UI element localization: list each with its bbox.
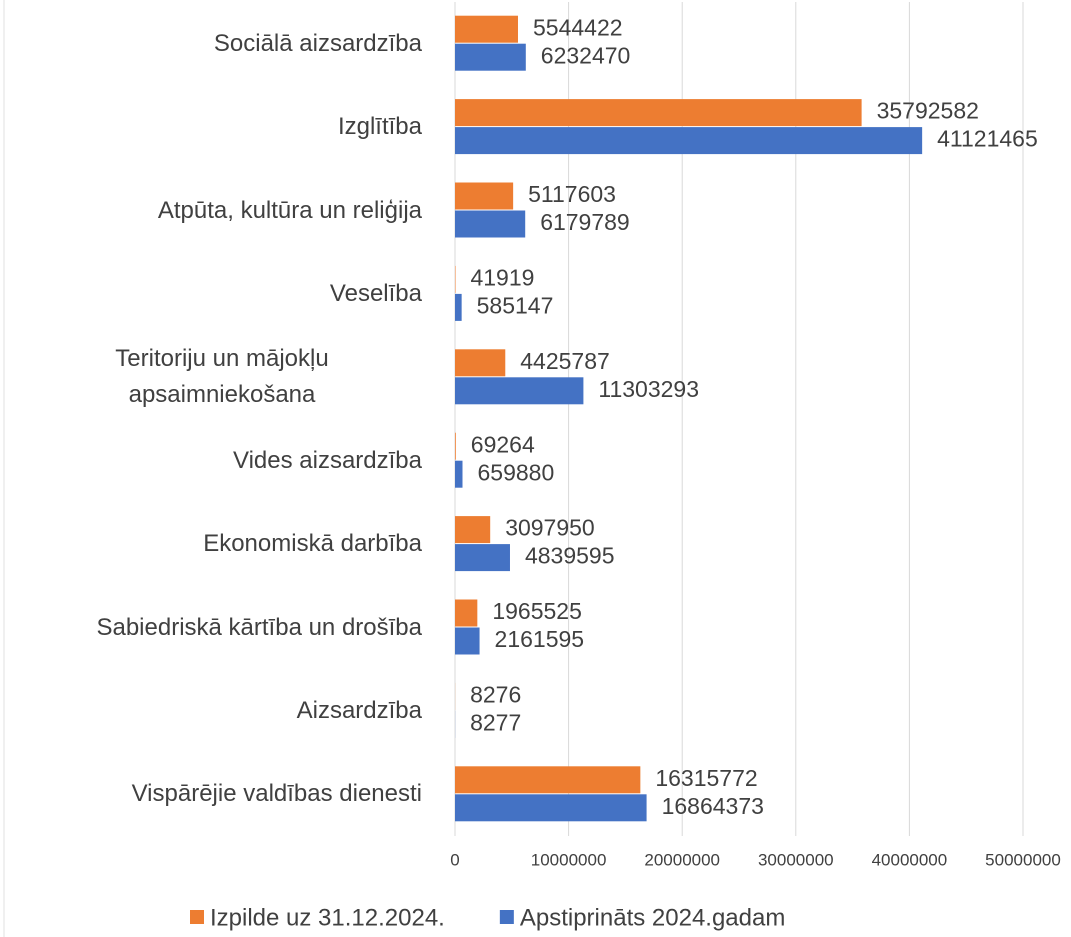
bar <box>455 99 862 127</box>
bar <box>455 210 526 238</box>
data-label: 6179789 <box>540 209 630 235</box>
bar <box>455 127 923 155</box>
legend-swatch <box>190 910 204 924</box>
data-label: 2161595 <box>495 626 585 652</box>
bar <box>455 544 510 572</box>
data-label: 8277 <box>470 709 521 735</box>
x-tick-label: 30000000 <box>758 850 834 869</box>
bar <box>455 460 463 488</box>
y-tick-label: Veselība <box>329 279 422 307</box>
data-label: 5544422 <box>533 14 623 40</box>
data-label: 4425787 <box>520 348 610 374</box>
x-tick-label: 10000000 <box>531 850 607 869</box>
bar <box>455 432 456 460</box>
data-label: 5117603 <box>528 181 616 207</box>
bar <box>455 293 462 321</box>
y-tick-label: Vispārējie valdības dienesti <box>131 780 422 808</box>
data-label: 11303293 <box>598 376 699 402</box>
bar <box>455 15 518 43</box>
bar <box>455 377 584 405</box>
y-tick-label: Ekonomiskā darbība <box>203 530 422 558</box>
data-label: 3097950 <box>505 515 595 541</box>
y-tick-label: Izglītība <box>337 113 422 141</box>
data-label: 16315772 <box>655 765 757 791</box>
data-label: 41919 <box>470 264 534 290</box>
data-label: 35792582 <box>877 98 979 124</box>
y-tick-label: Vides aizsardzība <box>233 446 422 474</box>
data-label: 41121465 <box>937 126 1038 152</box>
data-label: 16864373 <box>662 793 764 819</box>
data-label: 1965525 <box>492 598 582 624</box>
data-label: 4839595 <box>525 543 615 569</box>
data-label: 69264 <box>471 431 535 457</box>
data-label: 8276 <box>470 681 521 707</box>
bar <box>455 794 647 822</box>
data-label: 585147 <box>477 292 554 318</box>
x-tick-label: 40000000 <box>872 850 948 869</box>
bar <box>455 599 478 627</box>
x-tick-label: 0 <box>450 850 459 869</box>
y-tick-label: Sabiedriskā kārtība un drošība <box>96 613 422 641</box>
data-label: 659880 <box>477 459 554 485</box>
x-tick-label: 20000000 <box>644 850 720 869</box>
bar <box>455 516 491 544</box>
bar <box>455 766 641 794</box>
legend-label: Apstiprināts 2024.gadam <box>520 904 786 931</box>
bar <box>455 349 506 377</box>
bar <box>455 627 480 655</box>
x-tick-label: 50000000 <box>985 850 1061 869</box>
y-tick-label: Atpūta, kultūra un reliģija <box>157 196 422 224</box>
bar <box>455 182 514 210</box>
data-label: 6232470 <box>541 42 631 68</box>
legend-label: Izpilde uz 31.12.2024. <box>210 904 445 931</box>
y-tick-label: Sociālā aizsardzība <box>213 29 422 57</box>
y-tick-label: Aizsardzība <box>296 696 422 724</box>
legend-swatch <box>499 910 514 924</box>
bar <box>455 43 526 71</box>
y-tick-label: Teritoriju un mājokļu apsaimniekošana <box>115 345 329 409</box>
